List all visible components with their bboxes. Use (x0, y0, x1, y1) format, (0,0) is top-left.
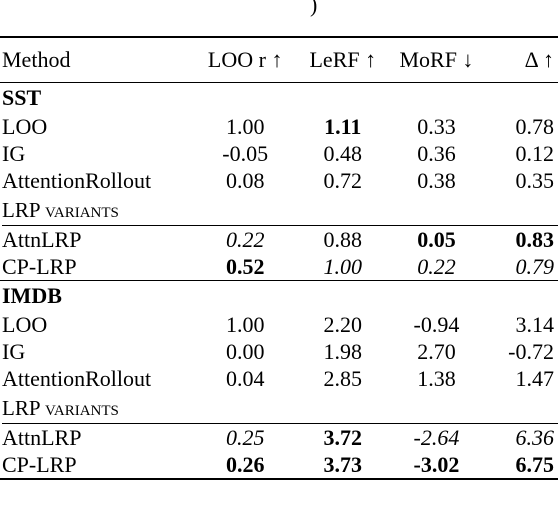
delta-cell: 1.47 (515, 366, 555, 391)
variants-label: LRP variants (2, 393, 558, 424)
header-row: Method LOO r ↑ LeRF ↑ MoRF ↓ Δ ↑ (0, 36, 558, 83)
loo-r-cell: -0.05 (222, 141, 269, 166)
section-row: IMDB (0, 281, 558, 312)
morf-cell: 0.05 (417, 227, 456, 252)
header-method: Method (0, 36, 192, 83)
method-cell: IG (2, 141, 26, 166)
delta-cell: 0.35 (515, 168, 555, 193)
method-cell: AttentionRollout (2, 366, 152, 391)
header-morf: MoRF ↓ (386, 36, 487, 83)
method-cell: CP-LRP (0, 451, 192, 480)
method-cell: IG (2, 339, 26, 364)
morf-cell: -3.02 (386, 451, 487, 480)
table-row: LOO 1.00 1.11 0.33 0.78 (0, 113, 558, 140)
method-cell: AttentionRollout (2, 168, 152, 193)
table-row: AttentionRollout 0.08 0.72 0.38 0.35 (0, 167, 558, 194)
delta-cell: -0.72 (508, 339, 554, 364)
lerf-cell: 0.72 (323, 168, 363, 193)
table-body: SST LOO 1.00 1.11 0.33 0.78 IG -0.05 0.48 0.36 0.1… (0, 83, 558, 480)
delta-cell: 0.83 (515, 227, 555, 252)
lerf-cell: 0.88 (323, 227, 363, 252)
lerf-cell: 0.48 (323, 141, 363, 166)
header-lerf: LeRF ↑ (298, 36, 387, 83)
morf-cell: -0.94 (413, 312, 460, 337)
lerf-cell: 1.11 (324, 114, 362, 139)
section-row: SST (0, 83, 558, 114)
morf-cell: 0.22 (386, 253, 487, 281)
table-row: CP-LRP 0.26 3.73 -3.02 6.75 (0, 451, 558, 480)
delta-cell: 0.78 (515, 114, 555, 139)
table-row: LOO 1.00 2.20 -0.94 3.14 (0, 311, 558, 338)
morf-cell: 0.33 (417, 114, 456, 139)
loo-r-cell: 0.00 (225, 339, 265, 364)
loo-r-cell: 0.52 (191, 253, 299, 281)
results-table: Method LOO r ↑ LeRF ↑ MoRF ↓ Δ ↑ SST LOO 1… (0, 36, 558, 480)
method-cell: AttnLRP (2, 425, 82, 450)
method-cell: LOO (2, 114, 48, 139)
loo-r-cell: 1.00 (225, 114, 265, 139)
table-row: AttnLRP 0.22 0.88 0.05 0.83 (0, 226, 558, 253)
loo-r-cell: 0.04 (225, 366, 265, 391)
method-cell: AttnLRP (2, 227, 82, 252)
morf-cell: 0.36 (417, 141, 456, 166)
morf-cell: -2.64 (413, 425, 460, 450)
caption-fragment: ) (310, 0, 318, 17)
lerf-cell: 2.20 (323, 312, 363, 337)
table-row: IG 0.00 1.98 2.70 -0.72 (0, 338, 558, 365)
delta-cell: 3.14 (515, 312, 555, 337)
table-row: IG -0.05 0.48 0.36 0.12 (0, 140, 558, 167)
variants-label: LRP variants (2, 195, 558, 226)
header-delta: Δ ↑ (486, 36, 558, 83)
lerf-cell: 3.73 (298, 451, 387, 480)
delta-cell: 6.75 (486, 451, 558, 480)
variants-row: LRP variants (0, 194, 558, 226)
loo-r-cell: 1.00 (225, 312, 265, 337)
lerf-cell: 3.72 (323, 425, 363, 450)
morf-cell: 1.38 (417, 366, 456, 391)
loo-r-cell: 0.25 (225, 425, 265, 450)
delta-cell: 0.12 (515, 141, 555, 166)
delta-cell: 0.79 (486, 253, 558, 281)
variants-row: LRP variants (0, 392, 558, 424)
section-title: SST (2, 85, 42, 110)
header-loo-r: LOO r ↑ (191, 36, 299, 83)
loo-r-cell: 0.22 (225, 227, 265, 252)
lerf-cell: 1.98 (323, 339, 363, 364)
method-cell: LOO (2, 312, 48, 337)
morf-cell: 0.38 (417, 168, 456, 193)
loo-r-cell: 0.26 (191, 451, 299, 480)
section-title: IMDB (2, 283, 62, 308)
delta-cell: 6.36 (515, 425, 555, 450)
morf-cell: 2.70 (417, 339, 456, 364)
method-cell: CP-LRP (0, 253, 192, 281)
table-row: AttnLRP 0.25 3.72 -2.64 6.36 (0, 424, 558, 451)
lerf-cell: 1.00 (298, 253, 387, 281)
lerf-cell: 2.85 (323, 366, 363, 391)
table-row: CP-LRP 0.52 1.00 0.22 0.79 (0, 253, 558, 281)
table-row: AttentionRollout 0.04 2.85 1.38 1.47 (0, 365, 558, 392)
loo-r-cell: 0.08 (225, 168, 265, 193)
